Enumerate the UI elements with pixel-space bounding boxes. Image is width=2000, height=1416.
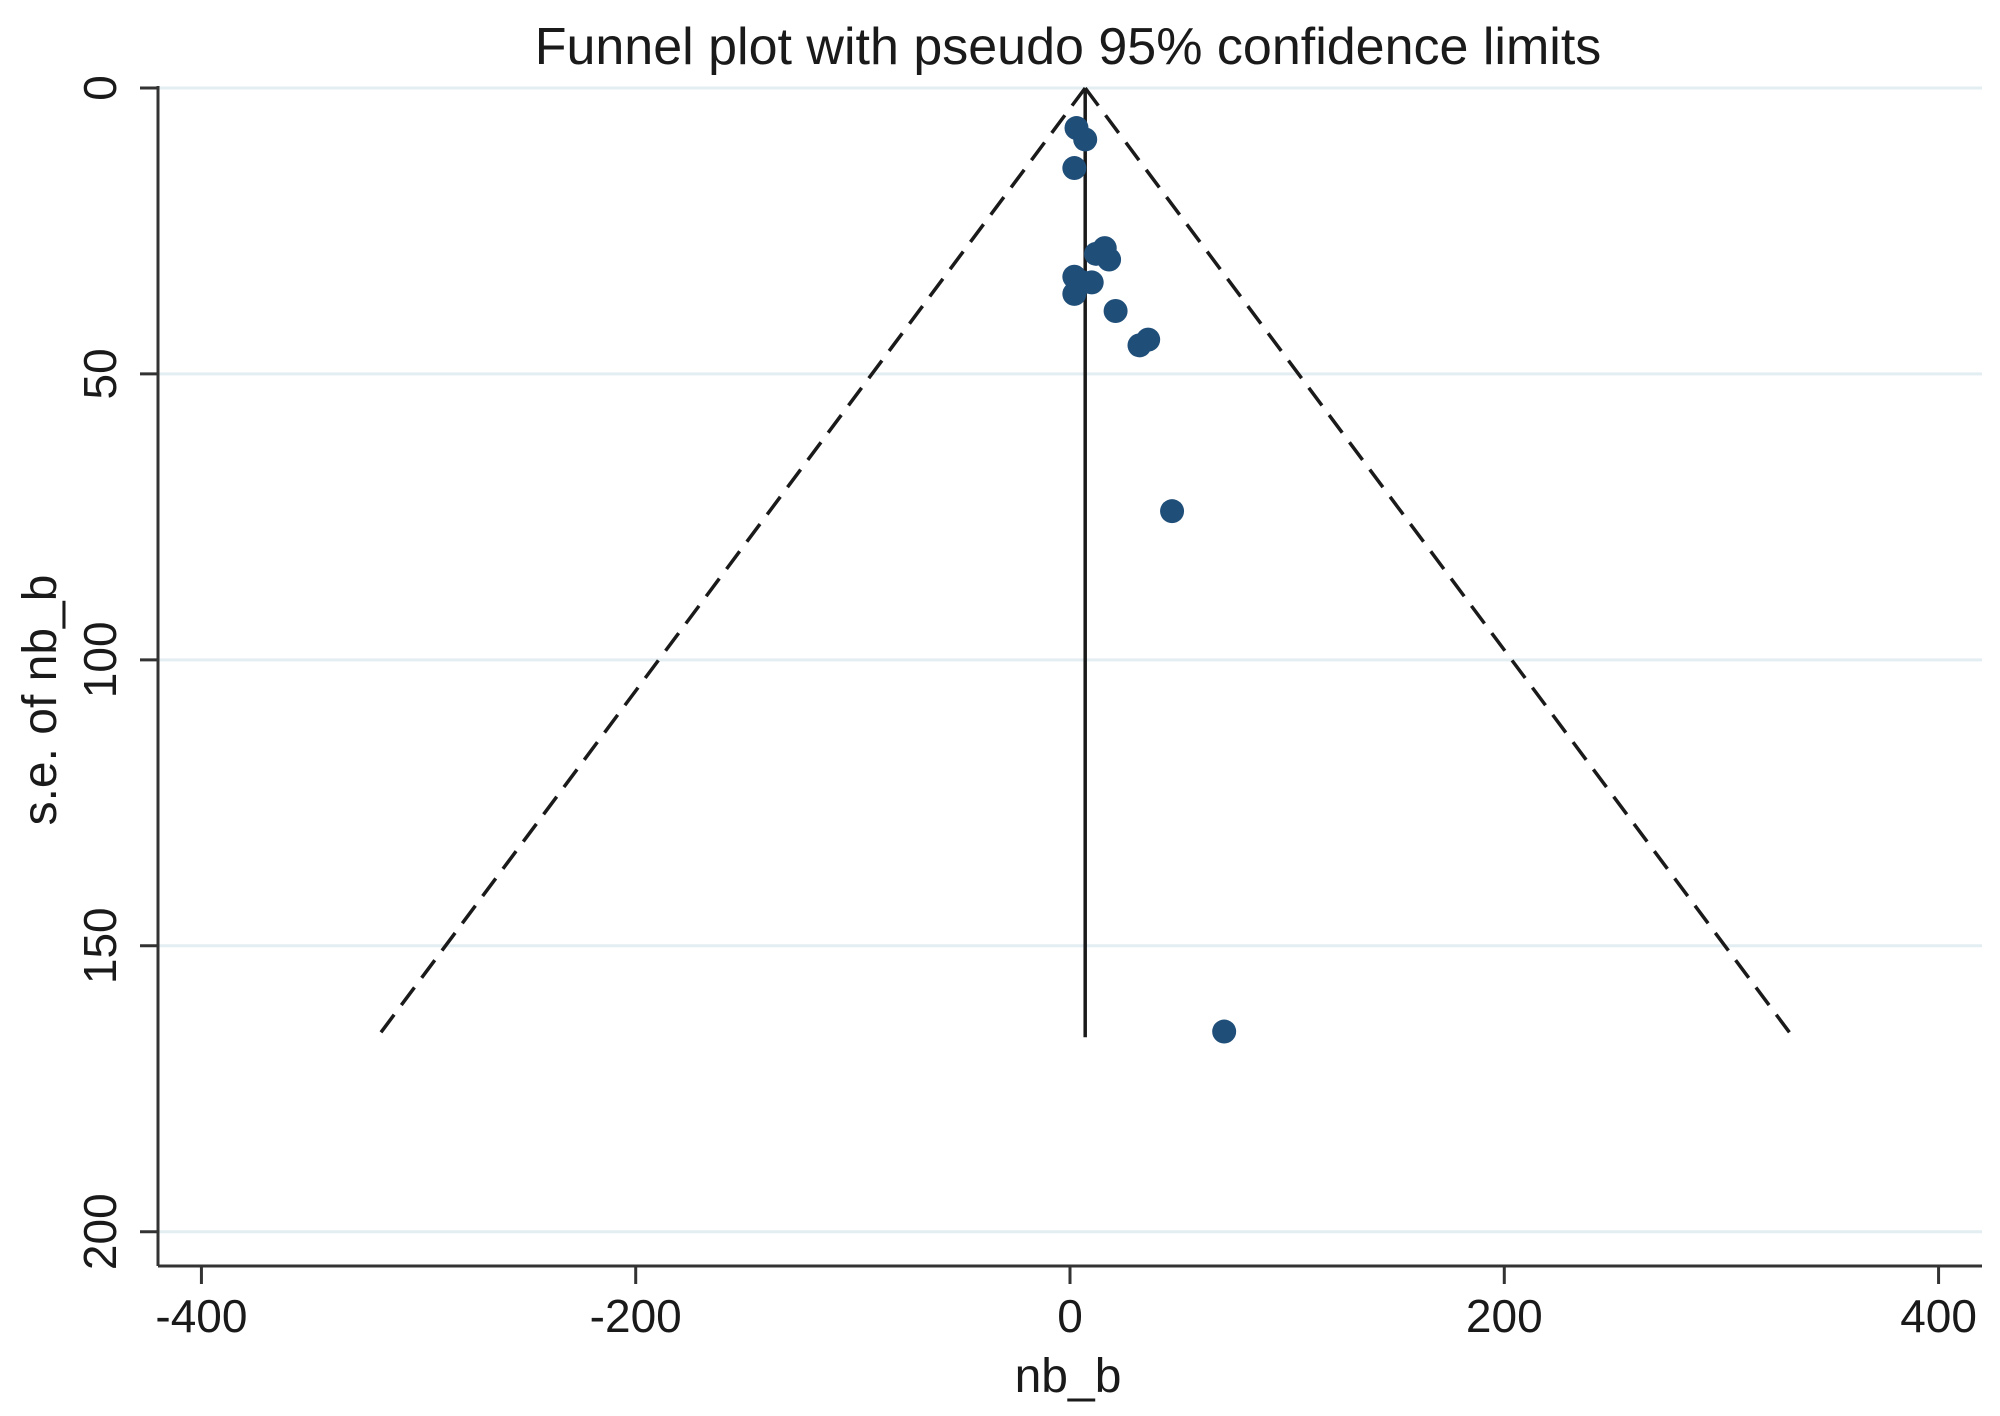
x-tick-label--400: -400 xyxy=(155,1290,247,1342)
data-point xyxy=(1097,247,1122,272)
data-point xyxy=(1160,499,1185,524)
funnel-left-limit xyxy=(375,86,1087,1039)
y-tick-label-150: 150 xyxy=(74,907,126,984)
x-tick-label-0: 0 xyxy=(1057,1290,1083,1342)
x-axis-label: nb_b xyxy=(1015,1350,1122,1403)
y-axis-label: s.e. of nb_b xyxy=(14,575,67,826)
y-tick-label-50: 50 xyxy=(74,348,126,399)
data-point xyxy=(1103,299,1128,324)
x-tick-label--200: -200 xyxy=(590,1290,682,1342)
data-point xyxy=(1062,281,1087,306)
x-tick-label-400: 400 xyxy=(1900,1290,1977,1342)
data-point xyxy=(1079,270,1104,295)
chart-title: Funnel plot with pseudo 95% confidence l… xyxy=(535,18,1602,76)
funnel-right-limit xyxy=(1083,86,1795,1039)
y-tick-label-200: 200 xyxy=(74,1193,126,1270)
axes xyxy=(140,86,1982,1284)
y-tick-label-100: 100 xyxy=(74,621,126,698)
data-point xyxy=(1073,127,1098,152)
data-point xyxy=(1127,333,1152,358)
data-point xyxy=(1062,156,1087,181)
funnel-lines xyxy=(375,86,1795,1039)
data-point xyxy=(1212,1019,1237,1044)
tick-labels: -400 -200 0 200 400 0 50 100 150 200 xyxy=(74,75,1977,1342)
y-tick-label-0: 0 xyxy=(74,75,126,101)
gridlines xyxy=(158,86,1982,1234)
data-points xyxy=(1062,116,1237,1044)
x-tick-label-200: 200 xyxy=(1466,1290,1543,1342)
